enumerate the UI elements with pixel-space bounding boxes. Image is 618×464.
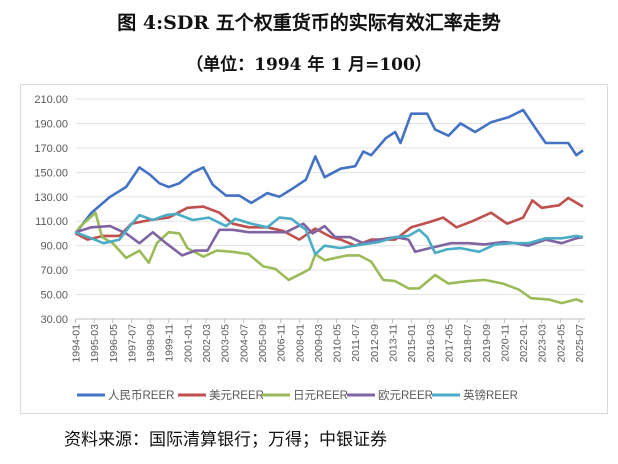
legend-label: 欧元REER — [378, 389, 433, 402]
x-tick-label: 2024-05 — [555, 324, 567, 363]
legend-item: 美元REER — [178, 388, 264, 402]
x-tick-label: 2012-09 — [369, 324, 381, 363]
y-tick-label: 150.00 — [34, 167, 68, 179]
x-tick-label: 2011-07 — [350, 324, 362, 362]
source-note: 资料来源：国际清算银行；万得；中银证券 — [64, 430, 387, 450]
chart-title: 图 4:SDR 五个权重货币的实际有效汇率走势 — [117, 12, 501, 34]
legend-item: 欧元REER — [347, 389, 433, 402]
legend-item: 人民币REER — [77, 389, 174, 402]
series-line-3 — [75, 222, 584, 257]
x-tick-label: 2025-07 — [574, 324, 586, 363]
x-tick-label: 2009-03 — [313, 324, 325, 363]
legend-label: 日元REER — [293, 390, 348, 402]
legend-label: 美元REER — [209, 388, 264, 402]
x-tick-label: 1994-01 — [71, 324, 83, 363]
x-tick-label: 2022-01 — [518, 324, 530, 363]
y-tick-label: 110.00 — [35, 216, 68, 228]
legend-item: 英镑REER — [432, 388, 518, 402]
legend-label: 人民币REER — [108, 389, 174, 402]
y-tick-label: 30.00 — [40, 314, 68, 326]
series-line-0 — [74, 108, 584, 235]
x-tick-label: 2020-11 — [499, 324, 511, 362]
y-tick-label: 50.00 — [40, 290, 68, 302]
x-tick-label: 2004-07 — [238, 324, 250, 363]
x-tick-label: 2006-11 — [276, 324, 288, 362]
legend-item: 日元REER — [262, 390, 348, 402]
chart-subtitle: （单位：1994 年 1 月=100） — [186, 55, 432, 75]
x-tick-label: 2013-11 — [388, 324, 400, 362]
y-tick-label: 210.00 — [34, 94, 68, 106]
x-tick-label: 2001-01 — [182, 324, 194, 363]
x-tick-label: 1999-11 — [164, 324, 176, 362]
x-tick-label: 2017-05 — [443, 324, 455, 363]
x-tick-label: 2010-05 — [332, 324, 344, 363]
legend-label: 英镑REER — [463, 388, 518, 402]
series-line-1 — [74, 196, 584, 247]
x-tick-label: 1997-07 — [126, 324, 138, 363]
x-tick-label: 2018-07 — [462, 324, 474, 363]
x-tick-label: 2015-01 — [406, 324, 418, 363]
x-tick-label: 1998-09 — [145, 324, 157, 363]
x-tick-label: 2008-01 — [294, 324, 306, 363]
y-tick-label: 170.00 — [34, 143, 68, 155]
chart-frame — [20, 84, 608, 414]
x-tick-label: 2016-03 — [425, 324, 437, 363]
series-line-2 — [74, 211, 584, 305]
x-tick-label: 2002-03 — [201, 324, 213, 363]
x-tick-label: 2003-05 — [220, 324, 232, 363]
x-tick-label: 2023-03 — [537, 324, 549, 363]
x-tick-label: 2005-09 — [257, 324, 269, 363]
y-tick-label: 90.00 — [40, 241, 68, 253]
x-tick-label: 1996-05 — [108, 324, 120, 363]
y-tick-label: 130.00 — [34, 192, 68, 204]
y-tick-label: 70.00 — [40, 265, 68, 277]
x-tick-label: 1995-03 — [89, 324, 101, 363]
series-line-4 — [75, 212, 584, 256]
x-tick-label: 2019-09 — [481, 324, 493, 363]
y-tick-label: 190.00 — [34, 118, 68, 130]
